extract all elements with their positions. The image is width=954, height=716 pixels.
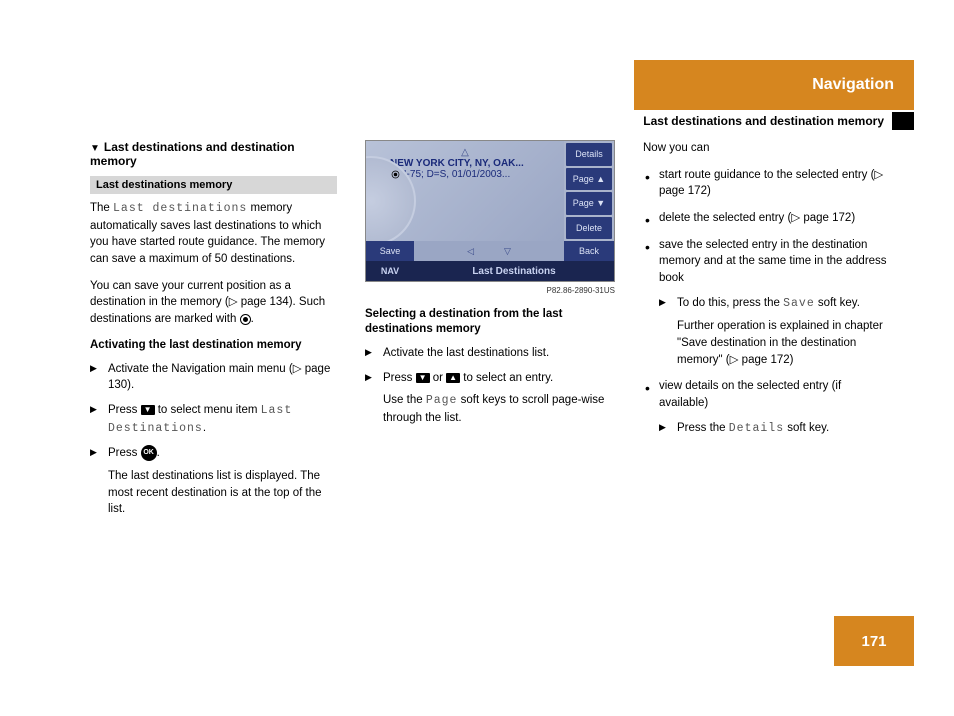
softkey-details: Details [566, 143, 612, 166]
step-item: To do this, press the Save soft key. Fur… [659, 295, 890, 369]
down-arrow-icon: ▼ [141, 405, 155, 415]
softkey-delete: Delete [566, 217, 612, 240]
step-item: Activate the last destinations list. [365, 345, 615, 362]
softkey-back: Back [564, 241, 614, 261]
step-list: Activate the Navigation main menu (▷ pag… [90, 361, 337, 518]
text: Press [108, 447, 141, 459]
text: Press [108, 404, 141, 416]
bullet-item: delete the selected entry (▷ page 172) [643, 210, 890, 227]
down-arrow-outline-icon: ▽ [504, 246, 511, 257]
sub-step-list: To do this, press the Save soft key. Fur… [659, 295, 890, 369]
text: To do this, press the [677, 297, 783, 309]
intro-text: Now you can [643, 140, 890, 157]
column-3: Now you can start route guidance to the … [643, 140, 890, 526]
step-note: The last destinations list is displayed.… [108, 468, 337, 518]
text: save the selected entry in the destinati… [659, 239, 887, 284]
sub-step-list: Press the Details soft key. [659, 420, 890, 438]
sub-heading: Activating the last destination memory [90, 338, 337, 353]
marker-dot-icon [392, 171, 400, 179]
text: The [90, 202, 113, 214]
step-item: Press the Details soft key. [659, 420, 890, 438]
text: soft key. [815, 297, 860, 309]
left-arrow-icon: ◁ [467, 246, 474, 257]
chapter-title: Navigation [812, 76, 894, 94]
text: view details on the selected entry (if a… [659, 380, 841, 409]
subsection-band: Last destinations memory [90, 176, 337, 194]
softkey-page-down: Page ▼ [566, 192, 612, 215]
bullet-item: view details on the selected entry (if a… [643, 378, 890, 437]
device-softkeys: Details Page ▲ Page ▼ Delete [564, 141, 614, 241]
step-item: Press ▼ to select menu item Last Destina… [90, 402, 337, 437]
bullet-item: start route guidance to the selected ent… [643, 167, 890, 200]
text: You can save your current position as a … [90, 280, 325, 325]
bullet-item: save the selected entry in the destinati… [643, 237, 890, 369]
step-note: Further operation is explained in chapte… [677, 318, 890, 368]
content-columns: Last destinations and destination memory… [90, 140, 890, 526]
up-arrow-icon: ▲ [446, 373, 460, 383]
running-title: Last destinations and destination memory [643, 114, 884, 128]
down-arrow-icon: ▼ [416, 373, 430, 383]
header-tab-marker [892, 112, 914, 130]
page-number: 171 [861, 633, 886, 650]
device-screen-title: Last Destinations [414, 266, 614, 277]
bullet-list: start route guidance to the selected ent… [643, 167, 890, 438]
text: Use the [383, 394, 426, 406]
paragraph: You can save your current position as a … [90, 278, 337, 328]
text: soft key. [784, 422, 829, 434]
device-mode-label: NAV [366, 266, 414, 276]
device-bottom-row: Save ◁▽ Back [366, 241, 614, 261]
text: Press the [677, 422, 729, 434]
device-screen: △ NEW YORK CITY, NY, OAK... I-75; D=S, 0… [366, 141, 564, 241]
device-main-area: △ NEW YORK CITY, NY, OAK... I-75; D=S, 0… [366, 141, 614, 241]
page-number-box: 171 [834, 616, 914, 666]
mono-text: Details [729, 422, 784, 435]
device-screenshot: △ NEW YORK CITY, NY, OAK... I-75; D=S, 0… [365, 140, 615, 282]
device-nav-arrows: ◁▽ [414, 241, 564, 261]
mono-text: Last destinations [113, 202, 247, 215]
column-1: Last destinations and destination memory… [90, 140, 337, 526]
marker-dot-icon [240, 314, 251, 325]
section-title: Last destinations and destination memory [90, 140, 337, 168]
ok-button-icon: OK [141, 445, 157, 461]
step-item: Press OK. The last destinations list is … [90, 445, 337, 518]
chapter-header-band: Navigation [634, 60, 914, 110]
up-indicator-icon: △ [372, 147, 558, 158]
mono-text: Page [426, 394, 458, 407]
mono-text: Save [783, 297, 815, 310]
device-footer: NAV Last Destinations [366, 261, 614, 281]
step-note: Use the Page soft keys to scroll page-wi… [383, 392, 615, 426]
figure-caption: P82.86-2890-31US [365, 286, 615, 295]
step-list: Activate the last destinations list. Pre… [365, 345, 615, 427]
sub-heading: Selecting a destination from the last de… [365, 307, 615, 337]
text: Press [383, 372, 416, 384]
step-item: Activate the Navigation main menu (▷ pag… [90, 361, 337, 394]
text: I-75; D=S, 01/01/2003... [404, 169, 510, 180]
softkey-page-up: Page ▲ [566, 168, 612, 191]
text: to select an entry. [460, 372, 553, 384]
step-item: Press ▼ or ▲ to select an entry. Use the… [365, 370, 615, 427]
paragraph: The Last destinations memory automatical… [90, 200, 337, 268]
softkey-save: Save [366, 241, 414, 261]
text: or [430, 372, 447, 384]
column-2: △ NEW YORK CITY, NY, OAK... I-75; D=S, 0… [365, 140, 615, 526]
text: to select menu item [155, 404, 261, 416]
